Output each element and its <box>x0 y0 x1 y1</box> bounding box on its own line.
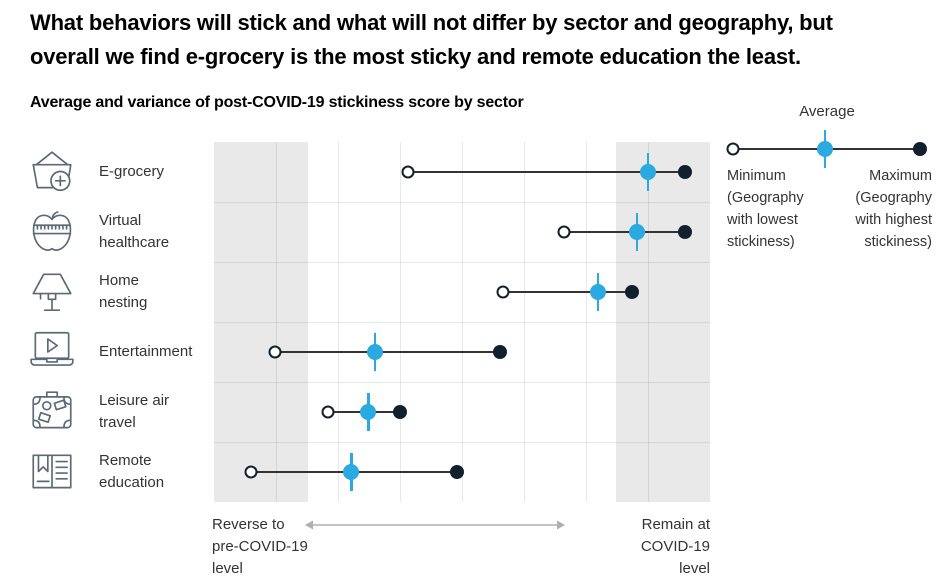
min-marker <box>244 465 258 479</box>
average-marker-dot <box>629 224 646 240</box>
chart-title: Average and variance of post-COVID-19 st… <box>30 94 524 111</box>
suitcase-stickers-icon <box>27 386 77 438</box>
range-connector <box>408 171 685 173</box>
sector-row-home-nesting: Home nesting <box>27 262 187 322</box>
average-marker-dot <box>360 404 377 420</box>
shaded-band <box>615 142 710 502</box>
gridline-vertical <box>586 142 587 502</box>
min-marker <box>321 405 335 419</box>
average-marker-dot <box>640 164 656 180</box>
gridline-vertical <box>648 142 649 502</box>
sector-row-e-grocery: E-grocery <box>27 142 187 202</box>
max-marker <box>677 225 692 239</box>
gridline-vertical <box>524 142 525 502</box>
sector-label: E-grocery <box>99 163 165 180</box>
min-marker <box>557 225 571 239</box>
shopping-basket-add-icon <box>27 146 77 198</box>
sector-label: Remote education <box>99 452 165 491</box>
min-marker <box>496 285 510 299</box>
gridline-vertical <box>338 142 339 502</box>
xaxis-left-label: Reverse to pre-COVID-19 level <box>212 516 308 577</box>
apple-measuring-tape-icon <box>27 206 77 258</box>
sector-label: Leisure air travel <box>99 392 170 431</box>
plot-area <box>214 142 710 502</box>
sector-row-remote-education: Remote education <box>27 442 187 502</box>
gridline-horizontal <box>214 442 710 443</box>
max-marker <box>624 285 639 299</box>
gridline-vertical <box>462 142 463 502</box>
legend-min-marker <box>726 142 740 156</box>
gridline-horizontal <box>214 202 710 203</box>
sector-row-virtual-healthcare: Virtual healthcare <box>27 202 187 262</box>
range-connector <box>563 231 685 233</box>
gridline-horizontal <box>214 322 710 323</box>
average-marker-dot <box>343 464 360 480</box>
legend: Average Minimum (Geography with lowest s… <box>715 103 948 263</box>
range-connector <box>502 291 632 293</box>
gridline-horizontal <box>214 382 710 383</box>
shaded-band <box>214 142 309 502</box>
page-title-line1: What behaviors will stick and what will … <box>30 10 833 35</box>
open-book-icon <box>27 446 77 498</box>
legend-min-label: Minimum (Geography with lowest stickines… <box>727 168 804 250</box>
page-title: What behaviors will stick and what will … <box>30 6 935 74</box>
max-marker <box>492 345 507 359</box>
legend-max-marker <box>913 142 927 156</box>
sector-label: Home nesting <box>99 272 148 311</box>
range-row <box>214 322 710 382</box>
min-marker <box>401 165 415 179</box>
gridline-vertical <box>400 142 401 502</box>
max-marker <box>449 465 464 479</box>
range-row <box>214 382 710 442</box>
xaxis-arrow-icon <box>303 518 567 536</box>
range-row <box>214 202 710 262</box>
range-row <box>214 142 710 202</box>
table-lamp-icon <box>27 266 77 318</box>
average-marker-dot <box>367 344 384 360</box>
xaxis-right-label: Remain at COVID-19 level <box>640 516 710 577</box>
sector-label: Entertainment <box>99 343 193 360</box>
page-title-line2: overall we find e-grocery is the most st… <box>30 44 801 69</box>
range-row <box>214 442 710 502</box>
min-marker <box>268 345 282 359</box>
gridline-vertical <box>276 142 277 502</box>
max-marker <box>392 405 407 419</box>
sector-row-entertainment: Entertainment <box>27 322 193 382</box>
average-marker-dot <box>589 284 606 300</box>
sector-row-leisure-air-travel: Leisure air travel <box>27 382 187 442</box>
legend-track <box>715 130 948 168</box>
max-marker <box>677 165 692 179</box>
legend-average-label: Average <box>799 103 855 120</box>
range-row <box>214 262 710 322</box>
laptop-play-icon <box>27 326 77 378</box>
range-connector <box>275 351 500 353</box>
gridline-horizontal <box>214 262 710 263</box>
sector-label: Virtual healthcare <box>99 212 170 251</box>
legend-max-label: Maximum (Geography with highest stickine… <box>855 168 932 250</box>
